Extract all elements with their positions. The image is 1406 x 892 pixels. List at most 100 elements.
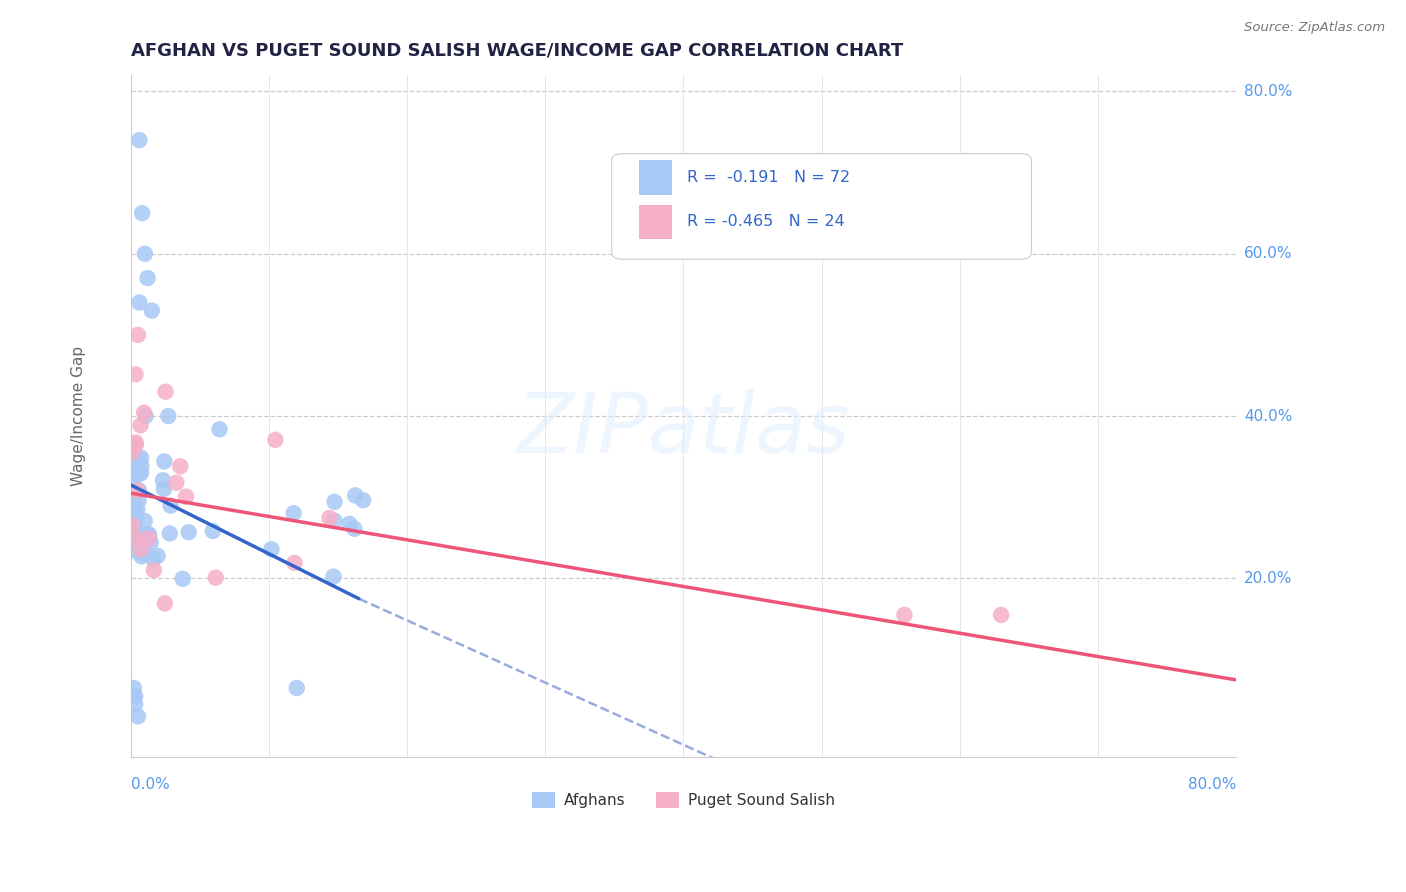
Text: Source: ZipAtlas.com: Source: ZipAtlas.com xyxy=(1244,21,1385,35)
Point xyxy=(129,450,152,465)
Point xyxy=(121,454,143,468)
Point xyxy=(122,464,145,478)
Point xyxy=(893,607,915,622)
Point xyxy=(139,535,162,549)
Point xyxy=(121,514,143,528)
Point xyxy=(159,499,181,513)
Point xyxy=(172,572,194,586)
FancyBboxPatch shape xyxy=(640,205,672,239)
Legend: Afghans, Puget Sound Salish: Afghans, Puget Sound Salish xyxy=(526,786,841,814)
Point xyxy=(285,681,308,695)
Point xyxy=(134,514,156,528)
Point xyxy=(131,458,153,473)
Point xyxy=(153,596,176,610)
Point xyxy=(121,531,143,545)
Point xyxy=(323,495,346,509)
Point xyxy=(339,516,361,531)
FancyBboxPatch shape xyxy=(640,161,672,194)
Point xyxy=(153,454,176,468)
Point xyxy=(174,490,197,504)
Point xyxy=(125,541,148,555)
Point xyxy=(121,543,143,558)
Text: 60.0%: 60.0% xyxy=(1244,246,1292,261)
Point xyxy=(132,546,155,560)
Point xyxy=(121,440,143,454)
Point xyxy=(129,532,152,546)
Point xyxy=(208,422,231,436)
Point xyxy=(264,433,287,447)
Text: ZIPatlas: ZIPatlas xyxy=(516,389,851,470)
Point xyxy=(124,435,146,450)
Point xyxy=(124,531,146,545)
Text: Wage/Income Gap: Wage/Income Gap xyxy=(70,346,86,486)
Point xyxy=(125,509,148,524)
Point xyxy=(136,271,159,285)
Point xyxy=(136,527,159,541)
Point xyxy=(201,524,224,538)
Point xyxy=(141,303,163,318)
Point xyxy=(122,465,145,479)
Point xyxy=(138,528,160,542)
Point xyxy=(283,506,305,520)
Text: R = -0.465   N = 24: R = -0.465 N = 24 xyxy=(686,214,845,229)
Text: 40.0%: 40.0% xyxy=(1244,409,1292,424)
Text: 20.0%: 20.0% xyxy=(1244,571,1292,586)
Point xyxy=(127,483,149,498)
Point xyxy=(128,493,150,508)
Point xyxy=(127,501,149,516)
Point xyxy=(165,475,187,490)
Point xyxy=(344,488,367,502)
Point xyxy=(124,517,146,532)
Point xyxy=(121,461,143,475)
Point xyxy=(343,522,366,536)
Point xyxy=(352,493,374,508)
Point xyxy=(129,542,152,557)
Point xyxy=(121,497,143,511)
Point xyxy=(260,542,283,557)
Point xyxy=(157,409,180,423)
Point xyxy=(127,456,149,470)
Point xyxy=(132,406,155,420)
Text: 80.0%: 80.0% xyxy=(1244,84,1292,99)
Point xyxy=(129,466,152,480)
Point xyxy=(990,607,1012,622)
Point xyxy=(318,511,340,525)
Point xyxy=(122,681,145,695)
Point xyxy=(138,532,160,546)
Point xyxy=(127,709,149,723)
Text: 0.0%: 0.0% xyxy=(131,777,170,792)
Text: R =  -0.191   N = 72: R = -0.191 N = 72 xyxy=(686,170,849,185)
Point xyxy=(128,295,150,310)
Point xyxy=(284,556,307,570)
Point xyxy=(322,569,344,583)
Point xyxy=(121,445,143,459)
Point xyxy=(124,697,146,711)
Point xyxy=(121,518,143,533)
Point xyxy=(135,409,157,423)
Point xyxy=(127,327,149,342)
Point xyxy=(124,368,146,382)
Point xyxy=(124,508,146,523)
Point xyxy=(124,523,146,537)
Point xyxy=(146,549,169,563)
Point xyxy=(122,689,145,703)
Point xyxy=(128,483,150,498)
Point xyxy=(122,462,145,476)
Point xyxy=(122,489,145,503)
Point xyxy=(128,133,150,147)
Point xyxy=(152,473,174,487)
Point xyxy=(122,462,145,476)
Text: AFGHAN VS PUGET SOUND SALISH WAGE/INCOME GAP CORRELATION CHART: AFGHAN VS PUGET SOUND SALISH WAGE/INCOME… xyxy=(131,42,903,60)
Point xyxy=(142,563,165,577)
Point xyxy=(177,525,200,540)
Point xyxy=(131,549,153,564)
Point xyxy=(124,689,146,703)
Point xyxy=(169,459,191,474)
FancyBboxPatch shape xyxy=(612,153,1032,260)
Point xyxy=(159,526,181,541)
Point xyxy=(122,486,145,500)
Point xyxy=(127,451,149,466)
Point xyxy=(121,496,143,510)
Point xyxy=(142,552,165,566)
Text: 80.0%: 80.0% xyxy=(1188,777,1236,792)
